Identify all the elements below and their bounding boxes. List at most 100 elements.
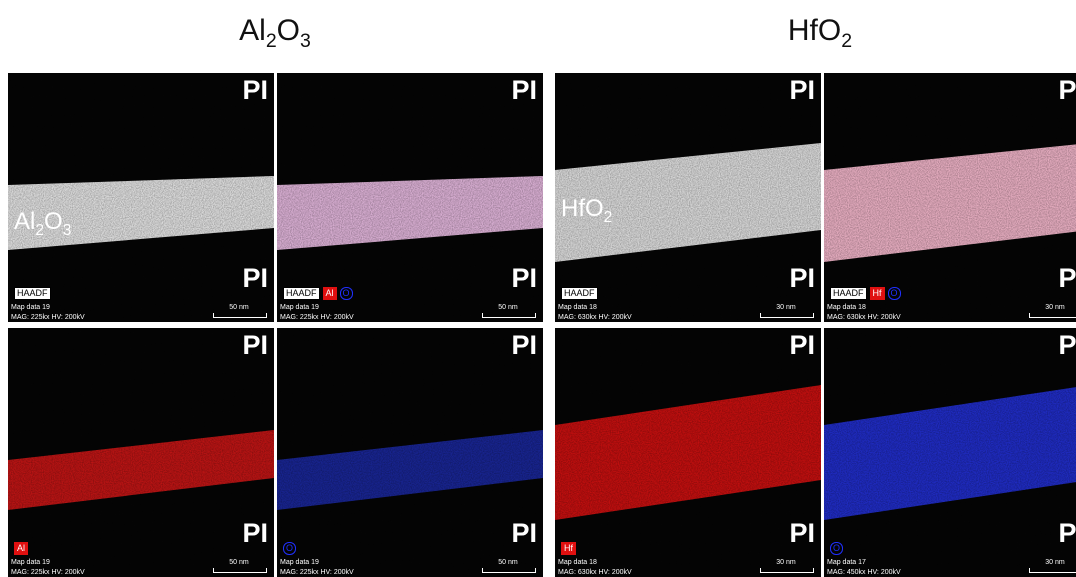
legend-tag: Al [323, 287, 337, 300]
map-panel: PI PI Hf Map data 18 MAG: 630kx HV: 200kV 30 … [555, 328, 821, 577]
material-label: Al2O3 [14, 208, 71, 240]
mag-info: MAG: 225kx HV: 200kV [11, 314, 85, 321]
mag-info: MAG: 225kx HV: 200kV [280, 569, 354, 576]
noise [8, 73, 274, 322]
noise [824, 328, 1076, 577]
text-part: 2 [604, 209, 613, 226]
mag-info: MAG: 225kx HV: 200kV [280, 314, 354, 321]
pi-label: PI [1058, 263, 1076, 294]
pi-label: PI [242, 75, 268, 106]
map-image [824, 73, 1076, 322]
legend: O [283, 542, 296, 555]
legend-tag: HAADF [14, 287, 51, 300]
scale-label: 50 nm [213, 304, 265, 311]
map-panel: PI PI Al2O3 HAADF Map data 19 MAG: 225kx HV: … [8, 73, 274, 322]
pi-label: PI [242, 518, 268, 549]
pi-label: PI [789, 330, 815, 361]
map-info: Map data 19 [280, 559, 319, 566]
legend-tag: O [830, 542, 843, 555]
legend-tag: O [340, 287, 353, 300]
noise [555, 328, 821, 577]
map-info: Map data 18 [827, 304, 866, 311]
legend-tag: Hf [870, 287, 885, 300]
pi-label: PI [242, 263, 268, 294]
map-image [277, 73, 543, 322]
scale-label: 30 nm [760, 559, 812, 566]
map-image [8, 73, 274, 322]
text-part: HfO [788, 14, 841, 47]
map-image [277, 328, 543, 577]
map-image [824, 328, 1076, 577]
legend-tag: HAADF [561, 287, 598, 300]
map-image [555, 328, 821, 577]
text-part: HfO [561, 195, 604, 222]
legend-tag: HAADF [830, 287, 867, 300]
noise [277, 73, 543, 322]
scale-bar [213, 568, 267, 573]
map-image [8, 328, 274, 577]
mag-info: MAG: 450kx HV: 200kV [827, 569, 901, 576]
mag-info: MAG: 225kx HV: 200kV [11, 569, 85, 576]
legend-tag: O [888, 287, 901, 300]
scale-bar [482, 313, 536, 318]
map-info: Map data 18 [558, 559, 597, 566]
pi-label: PI [511, 330, 537, 361]
legend: HAADF [14, 287, 51, 300]
legend-tag: Al [14, 542, 28, 555]
scale-label: 50 nm [482, 559, 534, 566]
scale-bar [213, 313, 267, 318]
scale-label: 30 nm [760, 304, 812, 311]
pi-label: PI [1058, 330, 1076, 361]
noise [824, 73, 1076, 322]
noise [8, 328, 274, 577]
map-panel: PI PI O Map data 19 MAG: 225kx HV: 200kV 50 n… [277, 328, 543, 577]
legend-tag: HAADF [283, 287, 320, 300]
pi-label: PI [789, 75, 815, 106]
pi-label: PI [511, 75, 537, 106]
mag-info: MAG: 630kx HV: 200kV [558, 569, 632, 576]
text-part: 3 [300, 30, 311, 52]
mag-info: MAG: 630kx HV: 200kV [558, 314, 632, 321]
pi-label: PI [789, 518, 815, 549]
legend: O [830, 542, 843, 555]
text-part: 3 [63, 222, 72, 239]
text-part: Al [14, 208, 35, 235]
text-part: 2 [841, 30, 852, 52]
scale-label: 30 nm [1029, 559, 1076, 566]
figure: Al2O3 PIPIAl2O3HAADFMap data 19MAG: 225k… [0, 0, 1076, 577]
material-label: HfO2 [561, 195, 612, 227]
legend-tag: Hf [561, 542, 576, 555]
pi-label: PI [511, 263, 537, 294]
pi-label: PI [1058, 75, 1076, 106]
scale-bar [1029, 568, 1076, 573]
text-part: 2 [35, 222, 44, 239]
map-info: Map data 19 [11, 304, 50, 311]
legend: HAADF [561, 287, 598, 300]
legend: Al [14, 542, 28, 555]
map-info: Map data 19 [280, 304, 319, 311]
noise [277, 328, 543, 577]
pi-label: PI [789, 263, 815, 294]
map-info: Map data 19 [11, 559, 50, 566]
legend: Hf [561, 542, 576, 555]
legend-tag: O [283, 542, 296, 555]
group-title: Al2O3 [125, 14, 425, 53]
scale-bar [760, 313, 814, 318]
scale-label: 30 nm [1029, 304, 1076, 311]
text-part: O [44, 208, 63, 235]
pi-label: PI [1058, 518, 1076, 549]
group-title: HfO2 [670, 14, 970, 53]
scale-label: 50 nm [482, 304, 534, 311]
scale-bar [1029, 313, 1076, 318]
pi-label: PI [242, 330, 268, 361]
pi-label: PI [511, 518, 537, 549]
mag-info: MAG: 630kx HV: 200kV [827, 314, 901, 321]
scale-bar [760, 568, 814, 573]
